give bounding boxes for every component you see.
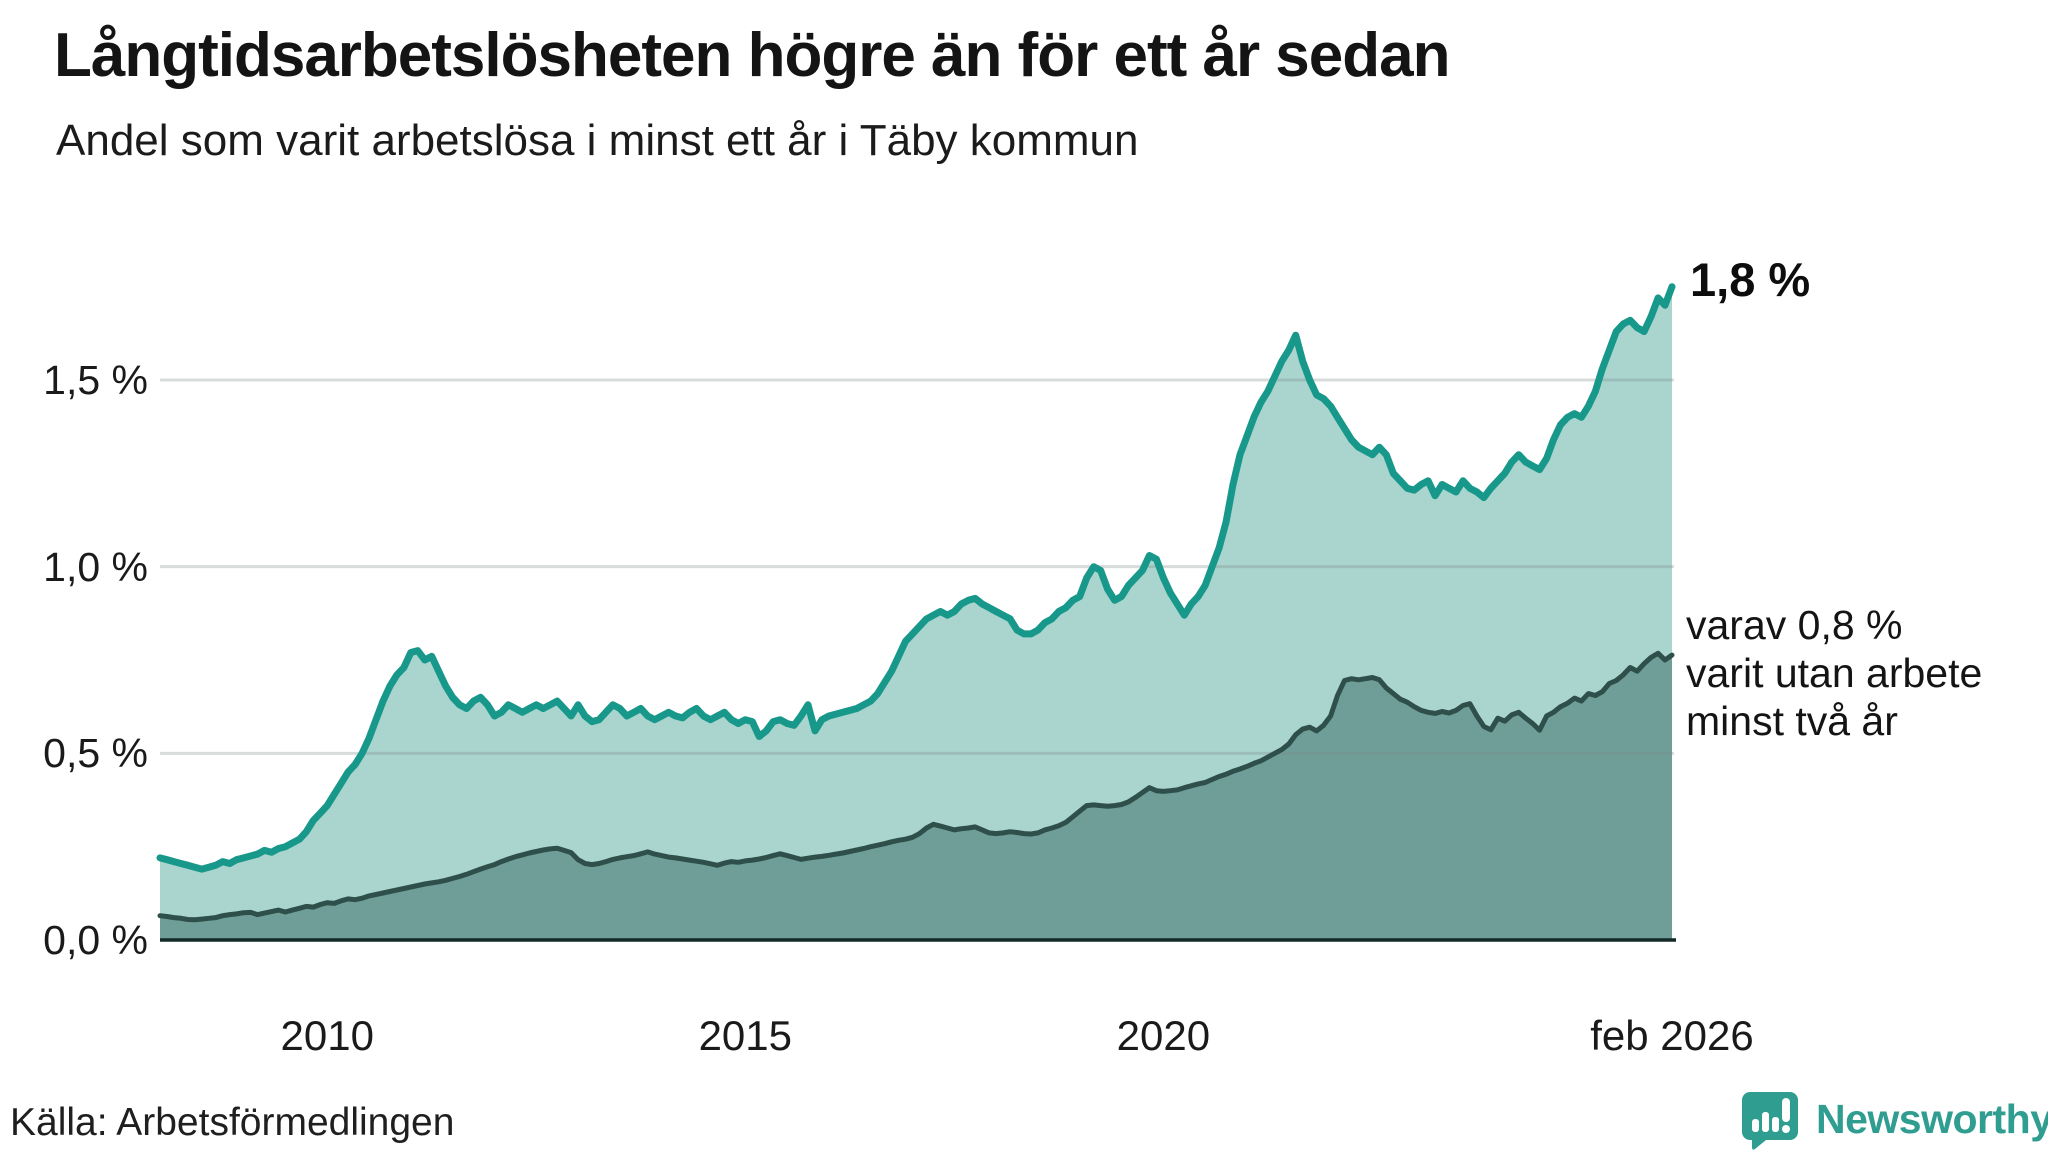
y-axis-tick-label: 0,5 % xyxy=(43,730,148,777)
chart-subtitle: Andel som varit arbetslösa i minst ett å… xyxy=(56,116,1139,165)
x-axis-tick-label: 2010 xyxy=(280,1012,374,1059)
subset-note-line1: varav 0,8 % xyxy=(1686,602,1903,648)
end-value-label-total: 1,8 % xyxy=(1690,253,1811,306)
y-axis-tick-label: 1,5 % xyxy=(43,357,148,403)
subset-note-line2: varit utan arbete xyxy=(1686,650,1983,696)
x-axis-tick-label: 2020 xyxy=(1116,1012,1211,1059)
newsworthy-logo-text: Newsworthy xyxy=(1816,1095,2048,1142)
newsworthy-logo-icon xyxy=(1742,1092,1798,1150)
end-value-label-subset: varav 0,8 % varit utan arbete minst två … xyxy=(1686,601,1982,745)
y-axis-tick-label: 0,0 % xyxy=(43,917,148,963)
y-axis-tick-label: 1,0 % xyxy=(43,543,148,590)
x-axis-tick-label: 2015 xyxy=(698,1012,792,1059)
source-caption: Källa: Arbetsförmedlingen xyxy=(10,1101,455,1144)
x-axis-tick-label: feb 2026 xyxy=(1590,1012,1754,1059)
page-title: Långtidsarbetslösheten högre än för ett … xyxy=(54,21,1450,90)
newsworthy-logo: Newsworthy xyxy=(1740,1088,2048,1150)
subset-note-line3: minst två år xyxy=(1686,698,1898,744)
